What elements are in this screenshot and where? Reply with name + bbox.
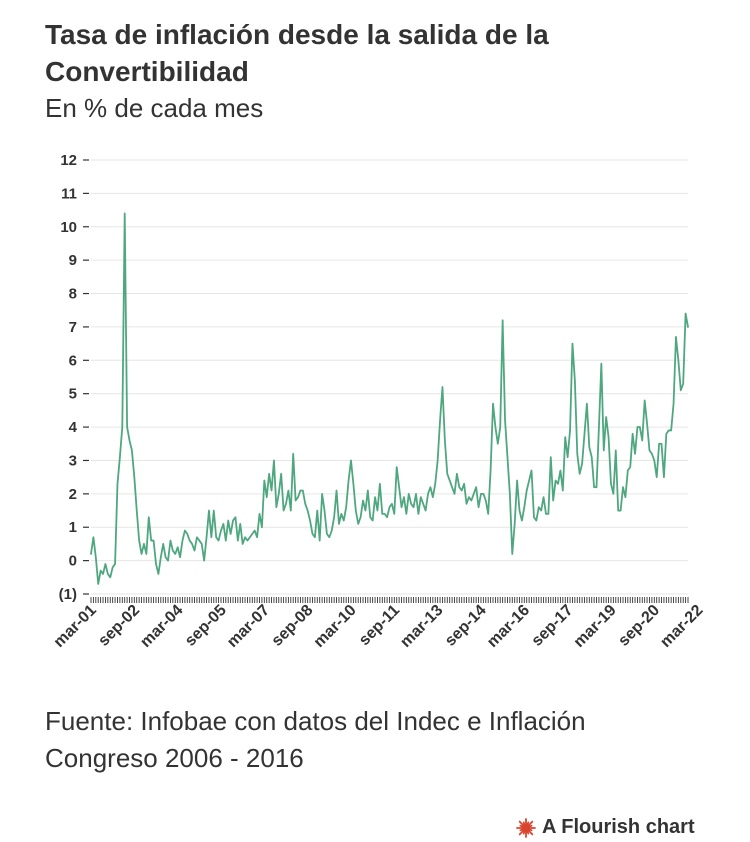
x-tick-label: sep-11 (356, 602, 403, 649)
chart-title: Tasa de inflación desde la salida de la … (45, 19, 549, 87)
x-tick-label: sep-20 (615, 602, 663, 650)
y-tick-label: 1 (69, 519, 77, 536)
y-tick-label: 0 (69, 553, 77, 570)
y-tick-label: 7 (69, 319, 77, 336)
flourish-logo-icon (516, 817, 536, 838)
y-tick-label: 2 (69, 486, 77, 503)
x-tick-label: sep-14 (442, 602, 490, 650)
x-tick-label: mar-22 (657, 602, 706, 651)
y-tick-label: 4 (69, 419, 78, 436)
x-tick-label: sep-02 (95, 602, 143, 650)
x-tick-label: mar-10 (311, 602, 360, 651)
series-group (90, 212, 689, 585)
source-note: Fuente: Infobae con datos del Indec e In… (45, 706, 586, 773)
x-tick-label: mar-01 (51, 602, 100, 651)
y-tick-label: (1) (59, 586, 77, 603)
chart-subtitle: En % de cada mes (45, 93, 264, 123)
y-tick-label: 6 (69, 352, 77, 369)
gridlines (91, 159, 688, 595)
x-tick-label: mar-19 (571, 602, 620, 651)
y-tick-label: 9 (69, 252, 77, 269)
x-tick-label: mar-07 (224, 602, 273, 651)
y-tick-label: 10 (60, 219, 77, 236)
flourish-credit[interactable]: A Flourish chart (515, 816, 695, 839)
y-tick-label: 11 (61, 185, 77, 202)
y-tick-label: 12 (60, 152, 77, 169)
x-axis: mar-01sep-02mar-04sep-05mar-07sep-08mar-… (51, 597, 707, 651)
x-tick-label: mar-04 (137, 602, 186, 651)
y-tick-label: 5 (69, 386, 77, 403)
x-tick-label: mar-16 (484, 602, 533, 651)
x-tick-label: sep-05 (182, 602, 230, 650)
x-tick-label: sep-08 (269, 602, 317, 650)
y-tick-label: 3 (69, 452, 77, 469)
y-tick-label: 8 (69, 286, 77, 303)
x-tick-label: mar-13 (397, 602, 446, 651)
x-tick-label: sep-17 (529, 602, 577, 650)
series-line (90, 212, 689, 585)
flourish-credit-label: A Flourish chart (542, 816, 695, 838)
